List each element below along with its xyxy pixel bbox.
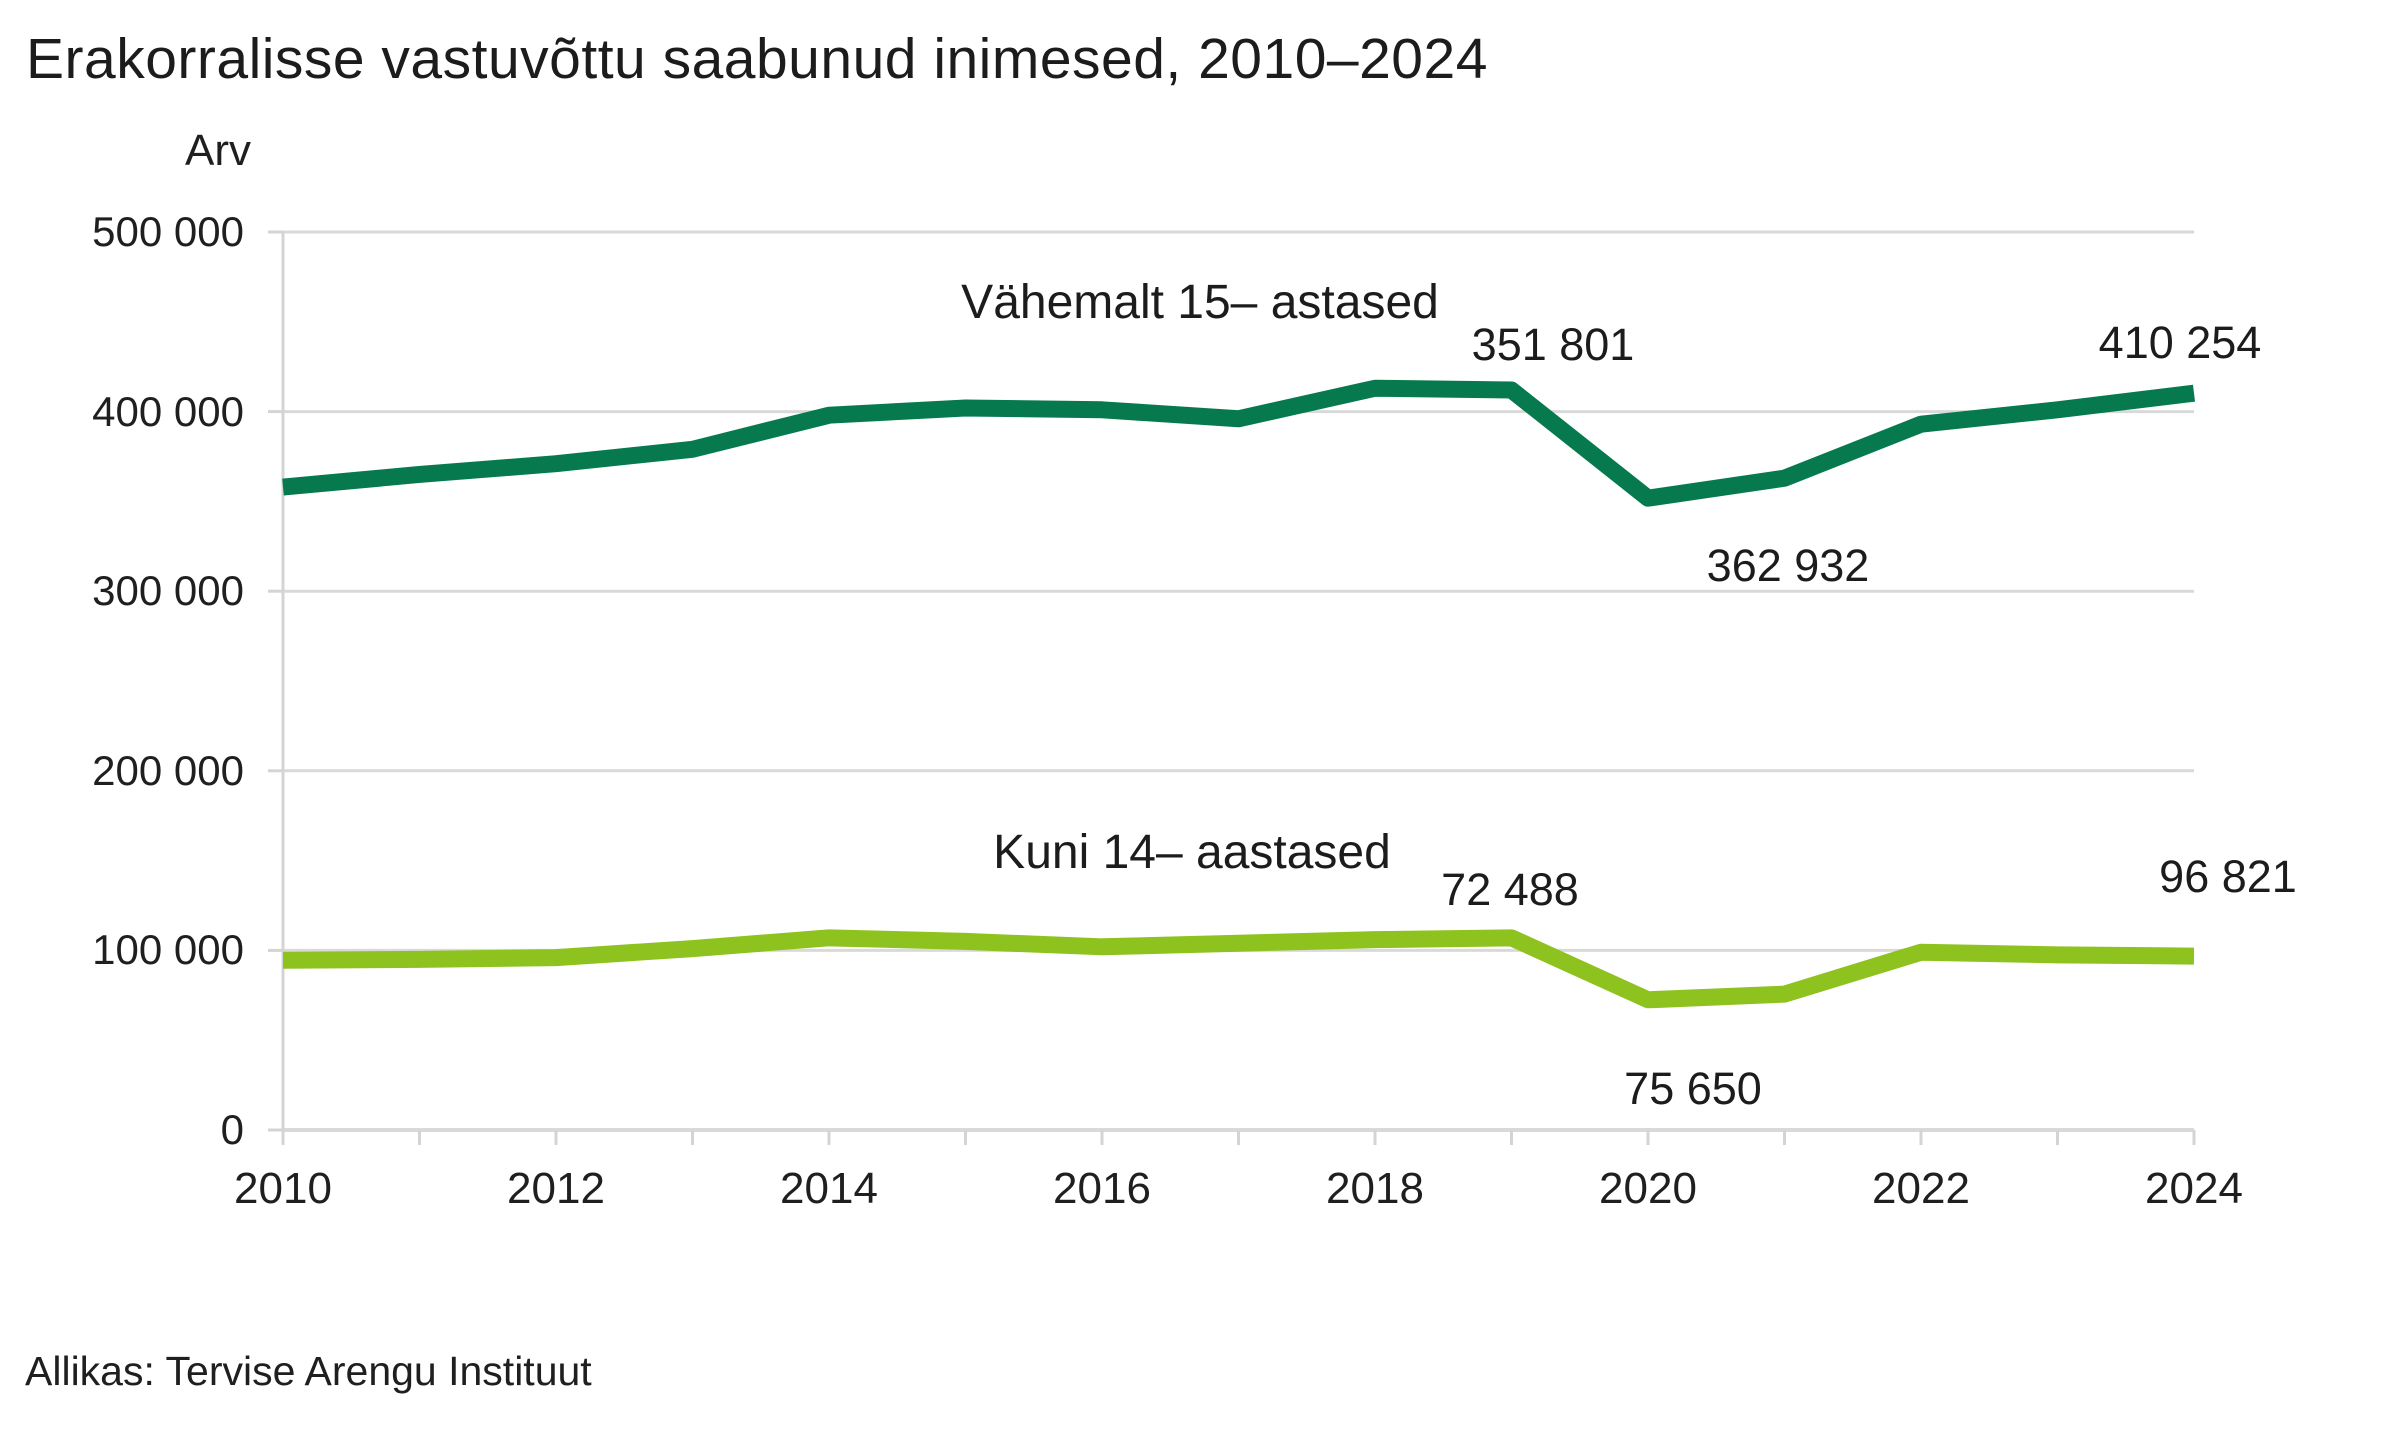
- data-label-under14-2020: 72 488: [1441, 864, 1579, 915]
- x-axis-tick-label: 2016: [1053, 1164, 1151, 1213]
- data-label-under14-2021: 75 650: [1624, 1063, 1762, 1114]
- series-label-15plus: Vähemalt 15– astased: [961, 276, 1439, 329]
- y-axis-tick-label: 0: [220, 1106, 244, 1153]
- data-label-15plus-2024: 410 254: [2098, 317, 2262, 368]
- data-label-15plus-2021: 362 932: [1706, 540, 1870, 591]
- series-label-under14: Kuni 14– aastased: [993, 826, 1391, 879]
- x-axis-tick-label: 2012: [507, 1164, 605, 1213]
- x-axis-tick-label: 2014: [780, 1164, 878, 1213]
- y-axis-title: Arv: [185, 126, 251, 175]
- source-note: Allikas: Tervise Arengu Instituut: [25, 1348, 592, 1394]
- series-line-15plus: [282, 379, 2196, 507]
- x-axis-tick-label: 2010: [234, 1164, 332, 1213]
- series-line-under14: [282, 929, 2195, 1009]
- x-axis-tick-label: 2018: [1326, 1164, 1424, 1213]
- x-axis-tick-label: 2022: [1872, 1164, 1970, 1213]
- chart-title: Erakorralisse vastuvõttu saabunud inimes…: [26, 27, 1488, 91]
- data-label-15plus-2020: 351 801: [1471, 319, 1635, 370]
- y-axis-tick-label: 300 000: [92, 567, 244, 614]
- y-axis-tick-label: 500 000: [92, 208, 244, 255]
- x-axis-tick-label: 2020: [1599, 1164, 1697, 1213]
- data-label-under14-2024: 96 821: [2159, 851, 2297, 902]
- y-axis-tick-label: 100 000: [92, 926, 244, 973]
- y-axis-tick-label: 400 000: [92, 388, 244, 435]
- y-axis-tick-label: 200 000: [92, 747, 244, 794]
- x-axis-tick-label: 2024: [2145, 1164, 2243, 1213]
